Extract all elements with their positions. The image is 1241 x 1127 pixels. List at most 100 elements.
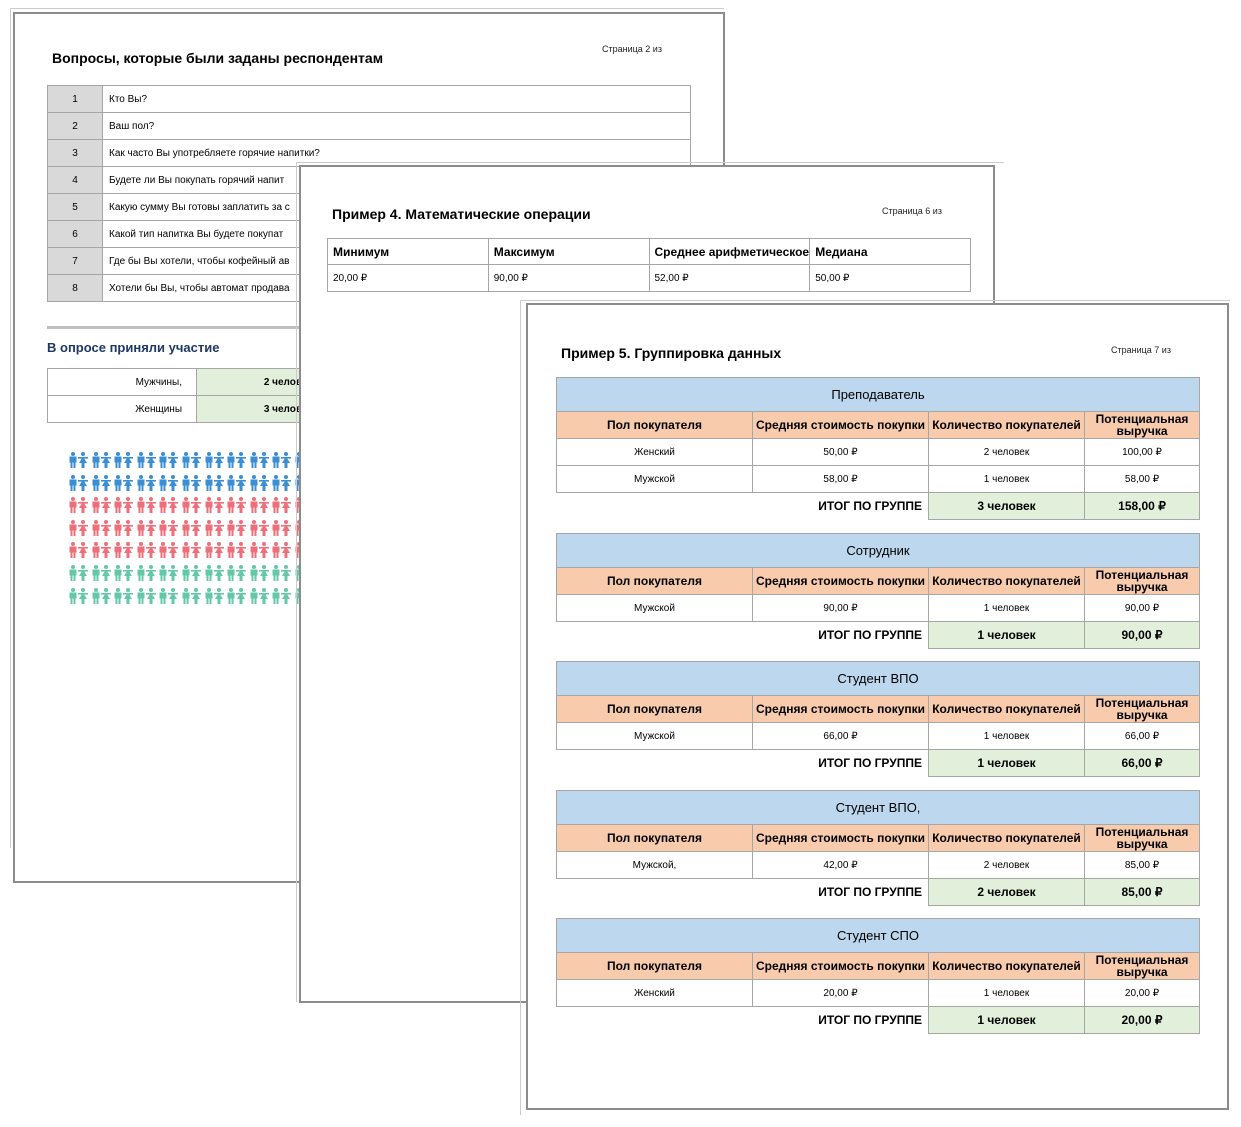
column-header-revenue: Потенциальная выручка	[1084, 411, 1200, 439]
question-number: 5	[47, 193, 103, 221]
woman-icon	[78, 587, 88, 604]
woman-icon	[100, 542, 111, 559]
woman-icon	[78, 542, 88, 559]
group-table: Преподаватель Пол покупателя Средняя стоим…	[556, 377, 1200, 520]
column-header-revenue: Потенциальная выручка	[1084, 952, 1200, 980]
column-header-gender: Пол покупателя	[556, 952, 753, 980]
participant-row: Женщины 3 челов	[47, 395, 307, 423]
column-header-buyer-count: Количество покупателей	[928, 411, 1085, 439]
table-cell: Мужской	[556, 722, 753, 750]
woman-icon	[281, 542, 292, 559]
question-row: 1 Кто Вы?	[47, 85, 691, 113]
page-title: Вопросы, которые были заданы респондента…	[52, 50, 384, 66]
man-icon	[68, 565, 78, 581]
woman-icon	[236, 452, 247, 468]
group-name: Студент ВПО,	[556, 790, 1200, 825]
woman-icon	[281, 565, 292, 581]
value-min: 20,00 ₽	[327, 264, 489, 292]
man-icon	[181, 452, 191, 468]
divider	[47, 326, 307, 329]
woman-icon	[145, 542, 156, 559]
man-icon	[271, 565, 281, 581]
woman-icon	[168, 452, 179, 468]
column-header-gender: Пол покупателя	[556, 695, 753, 723]
column-header-gender: Пол покупателя	[556, 411, 753, 439]
man-icon	[271, 474, 281, 491]
man-icon	[271, 519, 281, 536]
woman-icon	[236, 497, 247, 514]
man-icon	[181, 519, 191, 536]
woman-icon	[145, 519, 156, 536]
table-cell: 2 человек	[928, 851, 1085, 879]
header-max: Максимум	[487, 238, 650, 265]
man-icon	[136, 519, 146, 536]
man-icon	[136, 497, 146, 514]
participant-row: Мужчины, 2 челов	[47, 368, 307, 396]
woman-icon	[100, 452, 111, 468]
woman-icon	[213, 519, 224, 536]
column-header-avg-price: Средняя стоимость покупки	[752, 952, 929, 980]
man-icon	[158, 519, 168, 536]
page-number: Страница 6 из	[882, 206, 942, 216]
man-icon	[136, 587, 146, 604]
man-icon	[113, 542, 123, 559]
man-icon	[68, 452, 78, 468]
woman-icon	[213, 474, 224, 491]
table-row: Мужской 66,00 ₽1 человек 66,00 ₽	[556, 722, 1200, 750]
table-cell: 2 человек	[928, 438, 1085, 466]
man-icon	[68, 587, 78, 604]
man-icon	[158, 452, 168, 468]
woman-icon	[258, 497, 269, 514]
table-cell: 1 человек	[928, 465, 1085, 493]
woman-icon	[191, 474, 201, 491]
woman-icon	[258, 542, 269, 559]
page-shadow	[520, 300, 1230, 1115]
woman-icon	[191, 542, 201, 559]
woman-icon	[168, 497, 179, 514]
column-header-buyer-count: Количество покупателей	[928, 824, 1085, 852]
man-icon	[158, 542, 168, 559]
table-cell: 42,00 ₽	[752, 851, 929, 879]
woman-icon	[168, 565, 179, 581]
group-total-sum: 90,00 ₽	[1084, 621, 1200, 649]
column-header-buyer-count: Количество покупателей	[928, 567, 1085, 595]
table-cell: 66,00 ₽	[1084, 722, 1200, 750]
woman-icon	[168, 474, 179, 491]
question-number: 3	[47, 139, 103, 167]
man-icon	[181, 565, 191, 581]
man-icon	[271, 497, 281, 514]
man-icon	[204, 565, 214, 581]
participant-label: Женщины	[47, 395, 197, 423]
participants-table: Мужчины, 2 челов Женщины 3 челов	[47, 368, 307, 423]
group-table: Студент ВПО, Пол покупателя Средняя стоимо…	[556, 790, 1200, 906]
table-cell: Женский	[556, 979, 753, 1007]
participant-count: 3 челов	[196, 395, 307, 423]
man-icon	[181, 542, 191, 559]
man-icon	[91, 565, 101, 581]
question-number: 7	[47, 247, 103, 275]
column-header-gender: Пол покупателя	[556, 824, 753, 852]
page-number: Страница 2 из	[602, 44, 662, 54]
table-cell: 20,00 ₽	[752, 979, 929, 1007]
column-header-avg-price: Средняя стоимость покупки	[752, 411, 929, 439]
man-icon	[271, 542, 281, 559]
group-total-sum: 85,00 ₽	[1084, 878, 1200, 906]
column-header-gender: Пол покупателя	[556, 567, 753, 595]
group-name: Преподаватель	[556, 377, 1200, 412]
woman-icon	[191, 497, 201, 514]
value-median: 50,00 ₽	[809, 264, 971, 292]
page-7: Пример 5. Группировка данных Страница 7 …	[526, 303, 1229, 1110]
woman-icon	[213, 565, 224, 581]
man-icon	[68, 519, 78, 536]
woman-icon	[213, 452, 224, 468]
question-text: Кто Вы?	[102, 85, 691, 113]
woman-icon	[145, 565, 156, 581]
question-number: 4	[47, 166, 103, 194]
woman-icon	[281, 519, 292, 536]
woman-icon	[78, 474, 88, 491]
question-row: 2 Ваш пол?	[47, 112, 691, 140]
group-total-label: ИТОГ ПО ГРУППЕ	[818, 1013, 922, 1028]
table-cell: 1 человек	[928, 979, 1085, 1007]
question-number: 1	[47, 85, 103, 113]
woman-icon	[123, 519, 134, 536]
